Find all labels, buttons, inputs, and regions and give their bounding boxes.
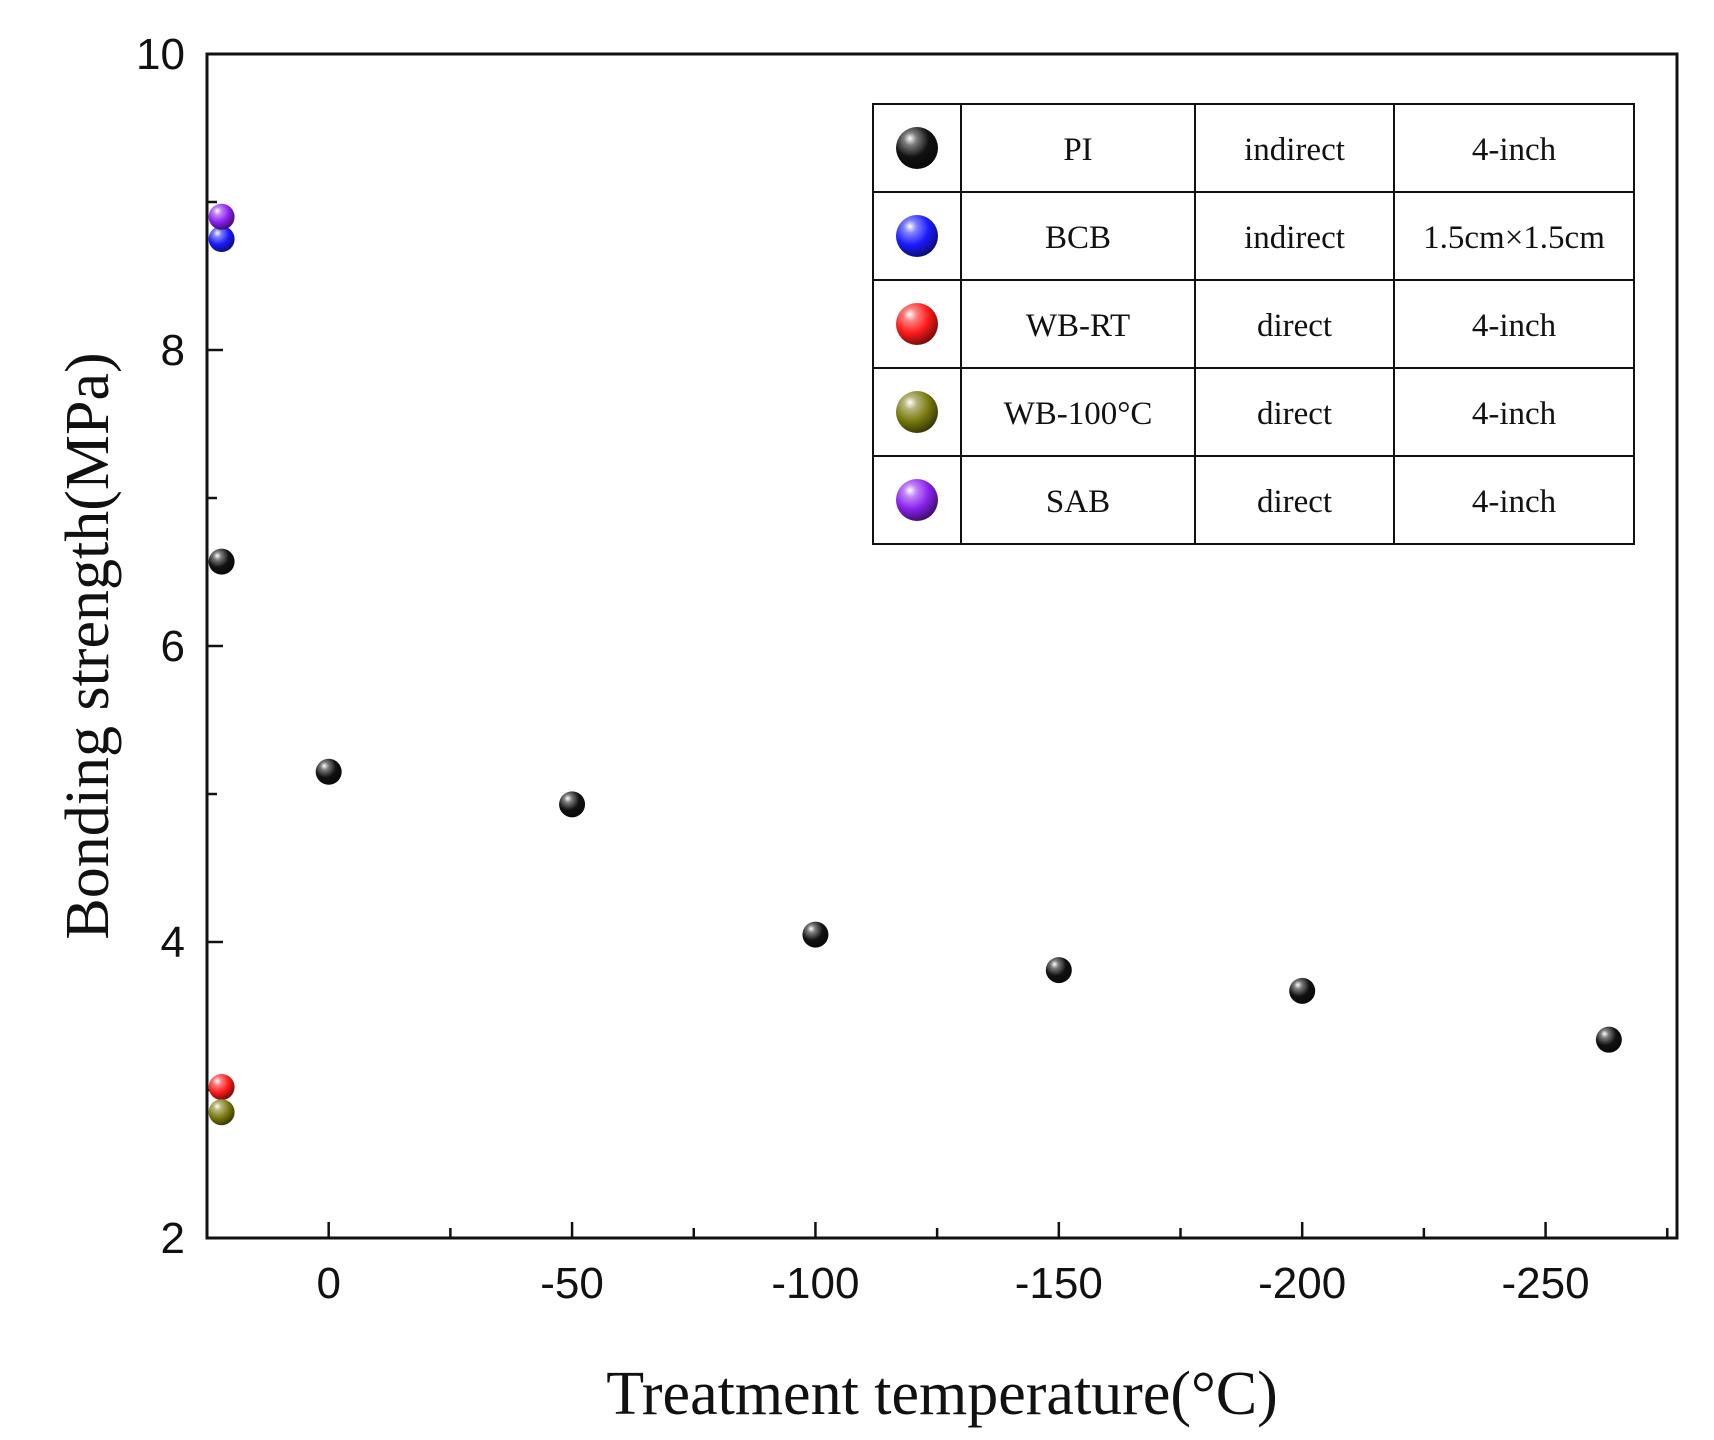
legend-size: 4-inch: [1472, 132, 1557, 168]
data-points: [208, 203, 1622, 1126]
legend-series-name: BCB: [1045, 220, 1111, 256]
legend-series-name: PI: [1063, 132, 1092, 168]
legend-table: PI indirect 4-inch BCB indirect 1.5cm×1.5cm WB…: [872, 103, 1635, 545]
data-point-sab: [208, 203, 235, 230]
y-axis-title: Bonding strength(MPa): [54, 352, 122, 939]
legend-size: 1.5cm×1.5cm: [1423, 220, 1605, 256]
data-point-bcb: [208, 226, 235, 252]
y-tick-label: 2: [161, 1214, 185, 1263]
x-tick-label: 0: [316, 1259, 340, 1308]
y-tick-label: 10: [136, 30, 185, 79]
legend-frame: [872, 103, 1635, 545]
data-point-pi: [559, 791, 586, 818]
legend-series-name: WB-100°C: [1004, 396, 1153, 432]
data-point-wb-rt: [208, 1074, 235, 1101]
x-tick-label: -250: [1502, 1259, 1590, 1308]
data-point-pi: [1595, 1026, 1622, 1053]
data-point-wb-100-c: [208, 1099, 235, 1126]
data-point-pi: [208, 548, 235, 575]
legend-method: direct: [1257, 308, 1332, 344]
legend-method: indirect: [1244, 220, 1345, 256]
x-tick-label: -50: [540, 1259, 604, 1308]
legend-method: direct: [1257, 396, 1332, 432]
legend-size: 4-inch: [1472, 308, 1557, 344]
legend-marker: [896, 479, 938, 521]
data-point-pi: [1289, 977, 1316, 1004]
x-axis: 0 -50 -100 -150 -200 -250: [205, 1222, 1669, 1308]
legend-marker: [896, 303, 938, 345]
x-axis-title: Treatment temperature(°C): [606, 1360, 1278, 1428]
legend-marker: [896, 215, 938, 257]
x-tick-label: -100: [771, 1259, 859, 1308]
legend-series-name: WB-RT: [1026, 308, 1130, 344]
x-tick-label: -150: [1015, 1259, 1103, 1308]
data-point-pi: [315, 758, 342, 785]
y-tick-label: 4: [161, 918, 185, 967]
y-axis: 2 4 6 8 10: [136, 30, 223, 1263]
legend-size: 4-inch: [1472, 484, 1557, 520]
legend-method: indirect: [1244, 132, 1345, 168]
x-tick-label: -200: [1258, 1259, 1346, 1308]
legend-method: direct: [1257, 484, 1332, 520]
data-point-pi: [802, 921, 829, 948]
y-tick-label: 6: [161, 622, 185, 671]
data-point-pi: [1045, 957, 1072, 984]
legend-marker: [896, 127, 938, 169]
legend-series-name: SAB: [1046, 484, 1110, 520]
legend-marker: [896, 391, 938, 433]
legend-size: 4-inch: [1472, 396, 1557, 432]
y-tick-label: 8: [161, 326, 185, 375]
